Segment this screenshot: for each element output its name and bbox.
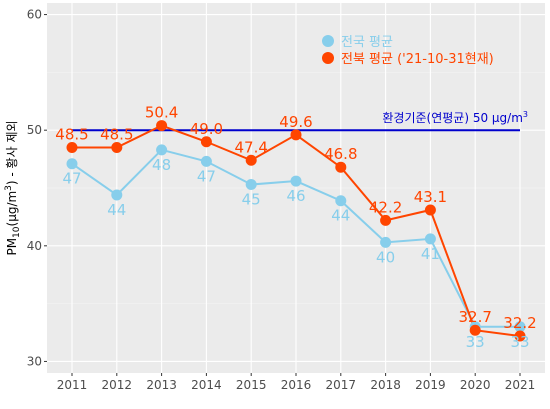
data-label-0: 44 — [107, 201, 126, 219]
data-label-1: 42.2 — [369, 198, 402, 216]
legend-label-jeonbuk: 전북 평균 ('21-10-31현재) — [341, 52, 494, 67]
x-tick-label: 2016 — [281, 378, 312, 392]
data-label-0: 41 — [421, 245, 440, 263]
data-label-1: 48.5 — [100, 126, 133, 144]
y-axis-label: PM10(μg/m3) - 황사 제외 — [4, 120, 22, 255]
series-layer: 47 44 48 47 45 46 44 40 41 33 33 48.5 48.5 50.4 49.0 47… — [55, 104, 536, 351]
data-label-1: 32.2 — [503, 314, 536, 332]
data-label-0: 45 — [242, 191, 261, 209]
x-tick-label: 2014 — [191, 378, 222, 392]
data-label-1: 50.4 — [145, 104, 178, 122]
data-point-0 — [66, 158, 78, 170]
x-tick-label: 2017 — [326, 378, 357, 392]
data-label-1: 47.4 — [234, 138, 267, 156]
legend-marker-national — [322, 35, 334, 47]
data-point-0 — [200, 155, 212, 167]
data-point-0 — [424, 233, 436, 245]
data-point-0 — [156, 144, 168, 156]
x-tick-label: 2011 — [57, 378, 88, 392]
data-label-1: 49.0 — [190, 120, 223, 138]
x-axis: 2011 2012 2013 2014 2015 2016 2017 2018 2019 2020… — [57, 373, 536, 392]
data-point-1 — [424, 204, 436, 216]
legend-marker-jeonbuk — [322, 52, 334, 64]
data-label-0: 46 — [286, 187, 305, 205]
data-point-1 — [469, 324, 481, 336]
y-tick-label: 60 — [27, 8, 42, 22]
data-point-0 — [290, 175, 302, 187]
data-label-1: 43.1 — [414, 188, 447, 206]
data-label-0: 47 — [62, 170, 81, 188]
data-label-1: 49.6 — [279, 113, 312, 131]
data-point-1 — [245, 154, 257, 166]
grid-major — [47, 3, 545, 373]
data-point-1 — [380, 214, 392, 226]
x-tick-label: 2020 — [460, 378, 491, 392]
x-tick-label: 2013 — [146, 378, 177, 392]
data-point-0 — [380, 236, 392, 248]
data-point-1 — [514, 330, 526, 342]
data-point-1 — [156, 120, 168, 132]
x-tick-label: 2012 — [102, 378, 133, 392]
legend-label-national: 전국 평균 — [341, 35, 393, 50]
data-label-0: 48 — [152, 156, 171, 174]
data-label-1: 48.5 — [55, 126, 88, 144]
data-label-0: 44 — [331, 207, 350, 225]
data-label-1: 32.7 — [458, 308, 491, 326]
data-label-0: 47 — [197, 167, 216, 185]
data-point-0 — [335, 195, 347, 207]
y-tick-label: 40 — [27, 239, 42, 253]
data-point-1 — [200, 136, 212, 148]
x-tick-label: 2018 — [370, 378, 401, 392]
y-tick-label: 50 — [27, 123, 42, 137]
data-label-0: 33 — [510, 333, 529, 351]
x-tick-label: 2021 — [505, 378, 536, 392]
data-label-1: 46.8 — [324, 145, 357, 163]
data-point-1 — [66, 142, 78, 154]
y-axis: 30 40 50 60 — [27, 8, 47, 368]
data-point-1 — [111, 142, 123, 154]
data-label-0: 40 — [376, 248, 395, 266]
data-label-0: 33 — [466, 333, 485, 351]
x-tick-label: 2015 — [236, 378, 267, 392]
data-point-1 — [335, 161, 347, 173]
data-point-1 — [290, 129, 302, 141]
x-tick-label: 2019 — [415, 378, 446, 392]
y-tick-label: 30 — [27, 354, 42, 368]
legend: 전국 평균 전북 평균 ('21-10-31현재) — [322, 35, 494, 67]
data-point-0 — [245, 179, 257, 191]
reference-line-label: 환경기준(연평균) 50 μg/m3 — [382, 110, 528, 125]
data-point-0 — [514, 321, 526, 333]
data-point-0 — [111, 189, 123, 201]
